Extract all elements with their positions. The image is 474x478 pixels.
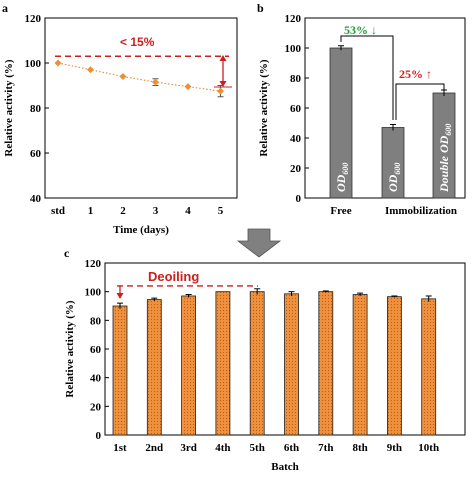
panel-a-ytick-label: 120 bbox=[25, 13, 42, 25]
panel-c-ytick-label: 0 bbox=[96, 430, 102, 442]
panel-a-ytick-label: 80 bbox=[30, 103, 42, 115]
panel-a-data-point bbox=[184, 83, 192, 91]
panel-b-bracket-25 bbox=[395, 83, 445, 120]
panel-b-annotation-53: 53% ↓ bbox=[344, 23, 377, 37]
panel-b-cat-free: Free bbox=[330, 205, 351, 217]
panel-b-ytick-label: 40 bbox=[290, 133, 302, 145]
panel-a-data-point bbox=[119, 73, 127, 80]
panel-b-ytick-label: 60 bbox=[290, 103, 302, 115]
panel-c-bar bbox=[112, 305, 128, 436]
panel-b-ylabel: Relative activity (%) bbox=[258, 59, 270, 156]
panel-c-xtick-label: 7th bbox=[318, 442, 333, 454]
panel-a-xtick-label: 2 bbox=[120, 205, 126, 217]
panel-c-ytick-label: 60 bbox=[90, 344, 102, 356]
panel-b-bar-label-main: OD bbox=[334, 174, 348, 192]
panel-b-ytick-label: 80 bbox=[290, 73, 302, 85]
panel-b-bar-label: OD600 bbox=[334, 163, 350, 192]
panel-c-ytick-label: 80 bbox=[90, 315, 102, 327]
panel-b-ytick-label: 120 bbox=[285, 13, 302, 25]
panel-letter-b: b bbox=[257, 1, 264, 15]
panel-c-xtick-label: 5th bbox=[250, 442, 265, 454]
panel-a-ytick-label: 100 bbox=[25, 58, 42, 70]
panel-letter-a: a bbox=[2, 1, 8, 15]
panel-b-ytick-label: 100 bbox=[285, 43, 302, 55]
down-arrow-icon bbox=[236, 228, 282, 258]
panel-b-annotation-25-text: 25% bbox=[399, 67, 423, 81]
panel-a-data-point bbox=[217, 87, 224, 95]
panel-c-bar bbox=[181, 295, 197, 436]
panel-b-bar-label-main: OD bbox=[386, 174, 400, 192]
panel-a-ylabel: Relative activity (%) bbox=[3, 59, 15, 156]
panel-a-data-point bbox=[54, 59, 62, 67]
panel-b-bar-label-sub: 600 bbox=[341, 163, 350, 175]
panel-letter-c: c bbox=[64, 246, 70, 260]
panel-c-bar bbox=[421, 298, 437, 436]
panel-c-xtick-label: 3rd bbox=[180, 442, 197, 454]
panel-a-data-point bbox=[152, 78, 159, 86]
panel-c-ytick-label: 20 bbox=[90, 401, 102, 413]
panel-a-xlabel: Time (days) bbox=[113, 224, 169, 236]
panel-a-xtick-label: 3 bbox=[153, 205, 159, 217]
panel-b-bar-label-sub: 600 bbox=[393, 163, 402, 175]
panel-a-ytick-label: 40 bbox=[30, 193, 42, 205]
panel-c-ytick-label: 120 bbox=[85, 258, 102, 270]
panel-a-ytick-label: 60 bbox=[30, 148, 42, 160]
panel-c-drop-arrow bbox=[116, 286, 124, 299]
panel-b-annotation-53-text: 53% bbox=[344, 23, 368, 37]
panel-b-annotation-25-arrow: ↑ bbox=[426, 67, 432, 81]
panel-c-xlabel: Batch bbox=[271, 461, 299, 473]
panel-c-ytick-label: 40 bbox=[90, 373, 102, 385]
panel-a-xtick-label: 4 bbox=[185, 205, 191, 217]
panel-b-annotation-25: 25% ↑ bbox=[399, 67, 432, 81]
panel-b-bar-label: Double OD600 bbox=[437, 124, 453, 193]
panel-c-xtick-label: 9th bbox=[387, 442, 402, 454]
panel-b-bar-label-sub: 600 bbox=[444, 124, 453, 136]
panel-c-xtick-label: 2nd bbox=[145, 442, 163, 454]
panel-c-bar bbox=[386, 296, 402, 436]
panel-c-ytick-label: 100 bbox=[85, 287, 102, 299]
panel-b-bar-label-main: Double OD bbox=[437, 135, 451, 193]
panel-b-bar-label: OD600 bbox=[386, 163, 402, 192]
panel-c-bar bbox=[318, 291, 334, 436]
panel-b-cat-immobilization: Immobilization bbox=[385, 205, 457, 217]
panel-a-xtick-label: std bbox=[51, 205, 65, 217]
panel-c-ylabel: Relative activity (%) bbox=[64, 300, 76, 397]
panel-c-chart: 0 20 40 60 80 100 120 Deoiling 1st 2nd 3rd 4th 5th… bbox=[64, 258, 466, 473]
panel-b-bracket-53 bbox=[340, 35, 394, 120]
panel-c-bar bbox=[249, 291, 265, 436]
panel-b-ytick-label: 20 bbox=[290, 163, 302, 175]
panel-c-bar bbox=[352, 294, 368, 436]
panel-a-xtick-label: 1 bbox=[88, 205, 94, 217]
panel-c-xtick-label: 8th bbox=[352, 442, 367, 454]
panel-c-xtick-label: 4th bbox=[215, 442, 230, 454]
panel-a-data-point bbox=[87, 66, 94, 74]
panel-a-range-arrow bbox=[214, 55, 232, 88]
panel-c-xtick-label: 1st bbox=[113, 442, 127, 454]
panel-c-bar bbox=[146, 299, 162, 436]
panel-c-bar bbox=[284, 293, 299, 436]
panel-a-xtick-label: 5 bbox=[218, 205, 224, 217]
panel-c-xtick-label: 10th bbox=[418, 442, 439, 454]
panel-a-trend-line bbox=[57, 62, 221, 92]
panel-b-annotation-53-arrow: ↓ bbox=[371, 23, 377, 37]
panel-c-xtick-label: 6th bbox=[284, 442, 299, 454]
panel-c-bar bbox=[215, 291, 231, 436]
panel-b-ytick-label: 0 bbox=[296, 193, 302, 205]
panel-a-annotation: < 15% bbox=[120, 35, 155, 49]
panel-a-chart: 40 60 80 100 120 std 1 2 3 4 5 < 15% Relative act… bbox=[3, 13, 238, 236]
panel-c-annotation: Deoiling bbox=[148, 269, 199, 284]
